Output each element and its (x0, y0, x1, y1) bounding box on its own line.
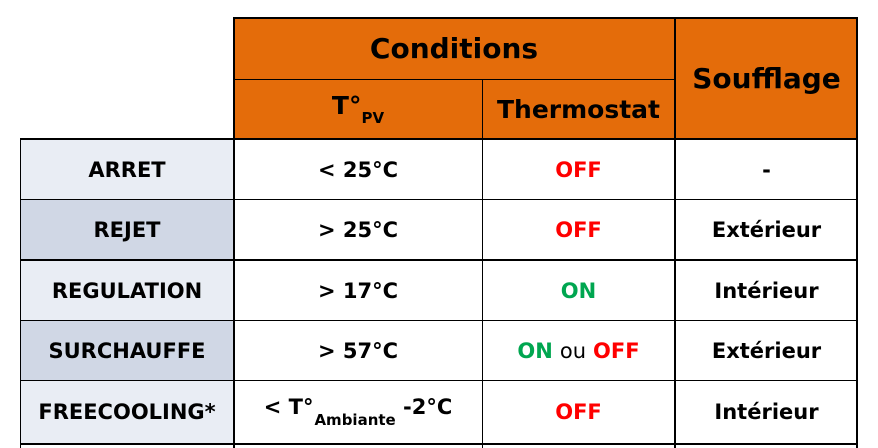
soufflage-header-label: Soufflage (692, 61, 841, 95)
conditions-header-label: Conditions (369, 32, 539, 65)
mode-label: REJET (93, 217, 161, 242)
temp-prefix: < T° (263, 395, 314, 419)
table-row-temp: < 25°C (234, 140, 482, 199)
tpv-header: T°PV (234, 80, 482, 138)
thermostat-header: Thermostat (483, 80, 674, 138)
soufflage-value: Intérieur (714, 278, 819, 303)
table-row-mode: REGULATION (21, 261, 233, 320)
table-row-temp: > 17°C (234, 261, 482, 320)
table-row-mode: FREECOOLING* (21, 381, 233, 443)
grid-line (20, 443, 858, 445)
soufflage-value: Intérieur (714, 400, 819, 424)
temp-value: > 57°C (317, 338, 399, 363)
mode-label: REGULATION (51, 278, 203, 303)
grid-line (233, 17, 235, 448)
soufflage-header: Soufflage (676, 18, 857, 138)
table-row-thermostat: ON ou OFF (483, 321, 674, 380)
table-row-mode: ARRET (21, 140, 233, 199)
thermostat-value: OFF (555, 400, 602, 424)
soufflage-value: Extérieur (711, 338, 822, 363)
tpv-subscript: PV (361, 109, 385, 127)
table-row-thermostat: OFF (483, 200, 674, 259)
temp-suffix: -2°C (395, 395, 453, 419)
mode-label: FREECOOLING* (38, 400, 216, 424)
table-row-soufflage: - (676, 140, 857, 199)
grid-line (20, 138, 21, 448)
thermostat-value: ON (560, 278, 597, 303)
thermostat-header-label: Thermostat (496, 94, 660, 124)
table-row-soufflage: Extérieur (676, 200, 857, 259)
table-row-thermostat: OFF (483, 381, 674, 443)
grid-line (20, 259, 858, 261)
thermostat-ou-text: ou (559, 338, 587, 363)
grid-line (20, 199, 858, 200)
table-row-mode: SURCHAUFFE (21, 321, 233, 380)
thermostat-on-value: ON (517, 338, 553, 363)
table-row-soufflage: Extérieur (676, 321, 857, 380)
grid-line (233, 79, 675, 80)
tpv-main: T° (331, 91, 362, 120)
mode-label: SURCHAUFFE (48, 338, 206, 363)
table-row-soufflage: Intérieur (676, 381, 857, 443)
mode-label: ARRET (88, 157, 166, 182)
grid-line (20, 320, 858, 321)
soufflage-value: - (762, 157, 771, 182)
thermostat-value: OFF (555, 157, 602, 182)
grid-line (233, 17, 858, 19)
table-row-temp: < T°Ambiante -2°C (234, 381, 482, 443)
temp-value: < 25°C (317, 157, 399, 182)
temp-value: > 25°C (317, 217, 399, 242)
grid-line (20, 138, 858, 140)
table-row-thermostat: ON (483, 261, 674, 320)
temp-subscript: Ambiante (314, 411, 396, 429)
table-row-thermostat: OFF (483, 140, 674, 199)
temp-value: < T°Ambiante -2°C (264, 395, 453, 429)
table-row-soufflage: Intérieur (676, 261, 857, 320)
grid-line (482, 79, 483, 448)
table-row-mode: REJET (21, 200, 233, 259)
thermostat-off-value: OFF (593, 338, 640, 363)
table-row-temp: > 25°C (234, 200, 482, 259)
thermostat-value: OFF (555, 217, 602, 242)
grid-line (674, 17, 676, 448)
grid-line (856, 17, 858, 448)
temp-value: > 17°C (317, 278, 399, 303)
table-row-temp: > 57°C (234, 321, 482, 380)
tpv-header-label: T°PV (332, 91, 384, 127)
conditions-header: Conditions (234, 18, 674, 79)
soufflage-value: Extérieur (711, 217, 822, 242)
grid-line (20, 380, 858, 381)
